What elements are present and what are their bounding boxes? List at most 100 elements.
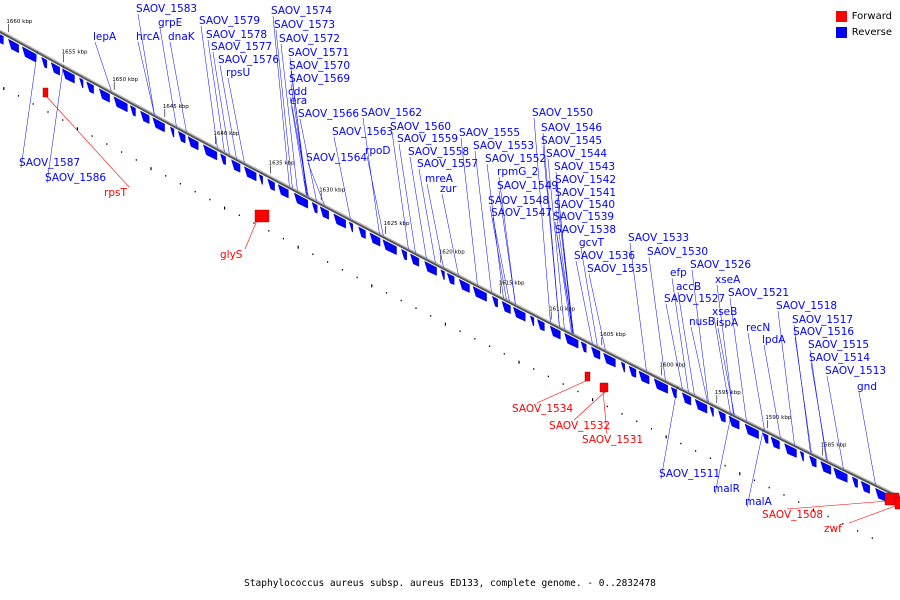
reverse-gene-block — [681, 392, 692, 406]
reverse-gene-label: SAOV_1544 — [546, 148, 607, 160]
reverse-gene-label: rpmG_2 — [497, 166, 538, 178]
reverse-gene-block — [0, 34, 4, 45]
reverse-gene-block — [501, 300, 511, 315]
reverse-gene-label: efp — [670, 267, 687, 279]
forward-gene-block — [42, 87, 49, 98]
reverse-leader-line — [580, 247, 598, 347]
reverse-gene-block — [762, 432, 769, 444]
reverse-gene-block — [113, 96, 128, 113]
reverse-gene-block — [8, 38, 19, 54]
reverse-gene-block — [620, 361, 625, 373]
inner-track-dot — [621, 413, 623, 415]
reverse-leader-line — [810, 362, 828, 461]
inner-track-dot — [680, 442, 682, 445]
reverse-gene-block — [670, 386, 677, 399]
reverse-gene-block — [41, 56, 48, 69]
reverse-gene-block — [590, 346, 601, 360]
forward-gene-label: SAOV_1534 — [512, 403, 573, 415]
reverse-gene-label: SAOV_1552 — [485, 153, 546, 165]
reverse-gene-label: hrcA — [136, 31, 161, 43]
reverse-gene-label: SAOV_1513 — [825, 365, 886, 377]
reverse-gene-block — [79, 77, 84, 89]
reverse-gene-block — [202, 144, 218, 161]
tick-label: 1595 kbp — [715, 390, 741, 396]
inner-track-dot — [312, 253, 314, 255]
reverse-gene-block — [820, 461, 832, 475]
reverse-gene-label: SAOV_1550 — [532, 107, 593, 119]
reverse-leader-line — [714, 413, 732, 495]
legend-forward: Forward — [835, 8, 892, 24]
reverse-gene-label: era — [290, 95, 307, 107]
reverse-gene-block — [50, 62, 60, 76]
reverse-gene-block — [267, 178, 275, 192]
reverse-leader-line — [426, 183, 444, 268]
reverse-leader-line — [588, 273, 606, 351]
reverse-gene-block — [446, 272, 455, 285]
reverse-gene-label: SAOV_1521 — [728, 287, 789, 299]
forward-gene-block — [599, 382, 606, 393]
reverse-leader-line — [289, 96, 307, 196]
reverse-gene-block — [564, 332, 579, 349]
reverse-gene-label: SAOV_1572 — [279, 33, 340, 45]
inner-track-dot — [268, 230, 270, 232]
reverse-leader-line — [858, 391, 876, 485]
reverse-gene-label: nusB — [689, 316, 715, 328]
forward-swatch — [835, 10, 847, 22]
reverse-gene-label: SAOV_1546 — [541, 122, 602, 134]
inner-track-dot — [209, 198, 211, 201]
reverse-gene-block — [86, 81, 94, 94]
reverse-gene-block — [728, 415, 740, 430]
reverse-leader-line — [648, 256, 666, 381]
reverse-gene-label: lepA — [93, 31, 117, 43]
inner-track-dot — [32, 103, 34, 105]
reverse-gene-label: SAOV_1577 — [211, 41, 272, 53]
forward-gene-label: SAOV_1508 — [762, 509, 823, 521]
reverse-gene-label: SAOV_1583 — [136, 3, 197, 15]
tick-label: 1615 kbp — [499, 281, 525, 287]
forward-gene-label: SAOV_1532 — [549, 420, 610, 432]
reverse-leader-line — [460, 137, 478, 285]
reverse-leader-line — [556, 234, 574, 334]
reverse-gene-block — [319, 206, 329, 220]
legend-forward-label: Forward — [851, 10, 892, 22]
reverse-gene-block — [770, 436, 780, 450]
reverse-gene-label: SAOV_1562 — [361, 107, 422, 119]
reverse-leader-line — [677, 291, 695, 395]
inner-track-dot — [636, 420, 638, 423]
reverse-gene-label: SAOV_1539 — [553, 211, 614, 223]
reverse-gene-block — [580, 341, 587, 353]
reverse-gene-label: SAOV_1547 — [491, 207, 552, 219]
reverse-leader-line — [826, 375, 844, 469]
reverse-leader-line — [717, 327, 735, 415]
inner-track-dot — [827, 515, 829, 518]
reverse-gene-label: SAOV_1553 — [473, 140, 534, 152]
reverse-gene-block — [799, 450, 804, 462]
reverse-gene-label: ispA — [716, 317, 739, 329]
forward-gene-block — [584, 371, 591, 382]
reverse-gene-block — [169, 126, 175, 138]
inner-track-dot — [76, 127, 78, 131]
reverse-leader-line — [498, 176, 516, 305]
genome-backbone — [0, 29, 900, 499]
inner-track-dot — [474, 338, 476, 340]
inner-track-dot — [356, 276, 358, 279]
inner-track-dot — [871, 537, 873, 539]
inner-track-dot — [444, 322, 446, 326]
reverse-leader-line — [716, 284, 734, 415]
inner-track-dot — [400, 299, 402, 302]
reverse-leader-line — [219, 64, 237, 159]
reverse-gene-label: SAOV_1559 — [397, 133, 458, 145]
reverse-leader-line — [498, 190, 516, 305]
reverse-gene-label: dnaK — [168, 31, 196, 43]
reverse-swatch — [835, 26, 847, 38]
inner-track-dot — [165, 175, 167, 177]
tick-label: 1660 kbp — [6, 19, 32, 25]
tick-label: 1650 kbp — [112, 77, 138, 83]
reverse-gene-block — [369, 232, 381, 247]
reverse-gene-block — [744, 423, 759, 440]
reverse-leader-line — [729, 297, 747, 421]
reverse-gene-label: SAOV_1555 — [459, 127, 520, 139]
reverse-gene-block — [851, 476, 858, 488]
reverse-leader-line — [212, 51, 230, 155]
reverse-leader-line — [691, 269, 709, 402]
